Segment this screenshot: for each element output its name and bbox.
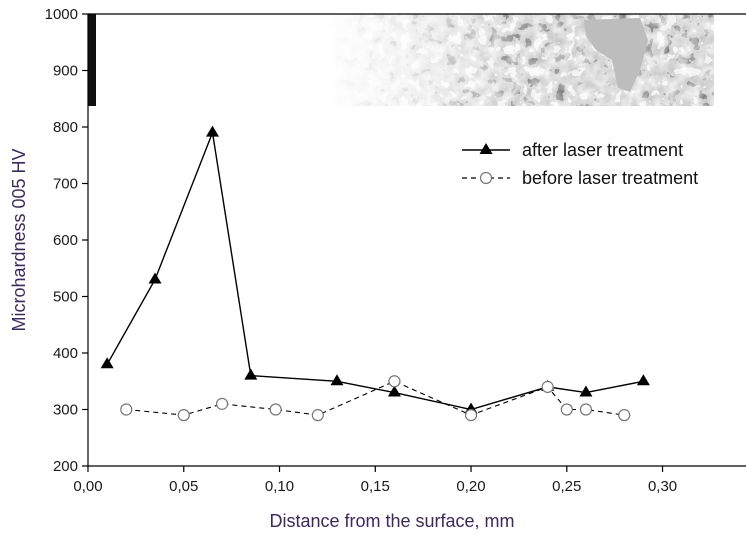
data-point-after (205, 125, 219, 137)
data-point-after (330, 374, 344, 386)
x-tick-label: 0,10 (265, 478, 294, 495)
data-point-after (636, 374, 650, 386)
y-tick-label: 600 (53, 232, 78, 249)
data-point-before (579, 403, 593, 416)
y-axis-ticks: 200 300 400 500 600 700 800 900 1000 (45, 6, 88, 475)
legend-label-after: after laser treatment (522, 140, 683, 160)
series-layer (100, 125, 650, 422)
data-point-before (177, 409, 190, 422)
data-point-after (579, 385, 593, 397)
legend-label-before: before laser treatment (522, 168, 698, 188)
x-tick-label: 0,20 (456, 478, 485, 495)
data-point-after (148, 272, 162, 284)
data-point-before (311, 409, 324, 422)
x-tick-label: 0,25 (552, 478, 581, 495)
series-line-after (106, 129, 644, 411)
x-axis-ticks: 0,00 0,05 0,10 0,15 0,20 0,25 0,30 (73, 466, 677, 495)
micrograph-inset (88, 14, 714, 106)
x-tick-label: 0,15 (361, 478, 390, 495)
data-point-before (464, 409, 478, 422)
data-point-before (541, 380, 554, 393)
y-tick-label: 500 (53, 289, 78, 306)
y-tick-label: 900 (53, 63, 78, 80)
data-point-after (387, 385, 401, 397)
x-tick-label: 0,30 (648, 478, 677, 495)
y-axis-title: Microhardness 005 HV (9, 148, 29, 331)
legend-item-after: after laser treatment (462, 140, 683, 160)
y-tick-label: 400 (53, 345, 78, 362)
data-point-before (388, 375, 401, 388)
data-point-before (215, 397, 229, 410)
legend: after laser treatment before laser treat… (462, 140, 698, 188)
x-axis-title: Distance from the surface, mm (269, 511, 514, 531)
data-point-before (269, 403, 282, 416)
data-point-before (560, 403, 573, 416)
data-point-after (244, 368, 258, 380)
legend-item-before: before laser treatment (462, 168, 698, 188)
y-tick-label: 200 (53, 458, 78, 475)
y-tick-label: 700 (53, 176, 78, 193)
x-tick-label: 0,00 (73, 478, 102, 495)
data-point-before (618, 409, 631, 422)
legend-circle-marker (479, 171, 493, 185)
y-tick-label: 1000 (45, 6, 78, 23)
data-point-before (120, 403, 133, 416)
y-tick-label: 300 (53, 402, 78, 419)
series-line-before (126, 380, 625, 416)
y-tick-label: 800 (53, 119, 78, 136)
data-point-after (100, 357, 114, 369)
x-tick-label: 0,05 (169, 478, 198, 495)
legend-triangle-marker (479, 143, 493, 154)
